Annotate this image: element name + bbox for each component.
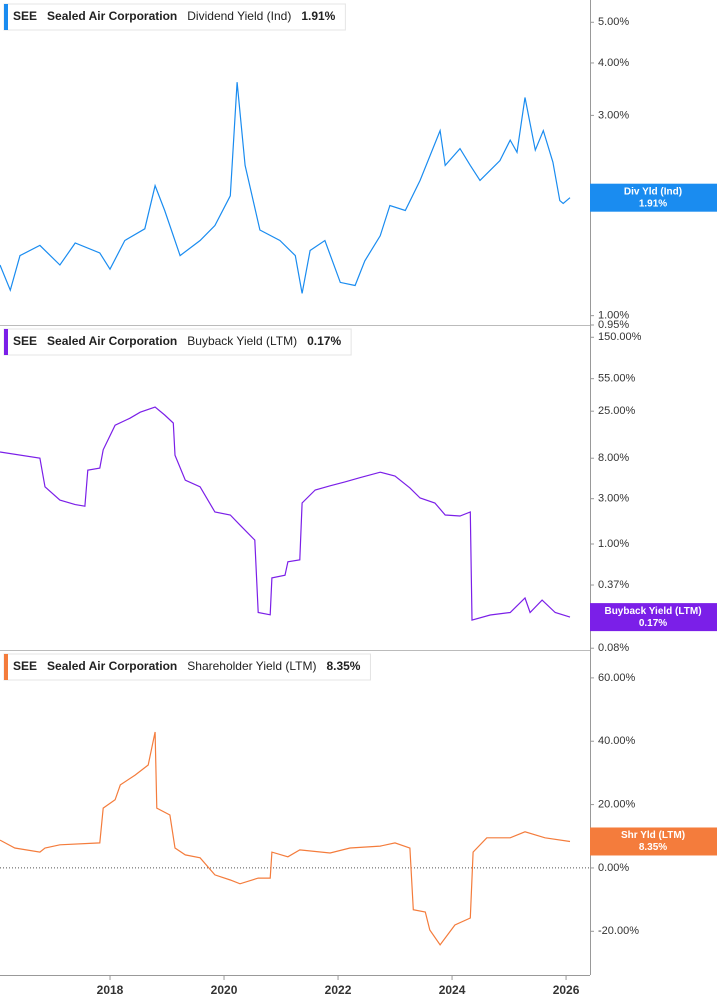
x-tick-label: 2022 [325,983,352,997]
badge-title: Buyback Yield (LTM) [604,606,701,617]
badge-value: 1.91% [639,198,667,209]
y-tick-label: 25.00% [598,405,636,417]
y-tick-label: 1.00% [598,538,629,550]
y-tick-label: 60.00% [598,672,636,684]
series-line [0,731,571,946]
legend-entry: Shareholder Yield (LTM) [187,659,316,673]
legend-swatch [4,329,8,355]
legend-text: Sealed Air Corporation [47,334,177,348]
badge-title: Shr Yld (LTM) [621,830,685,841]
y-tick-label: 8.00% [598,452,629,464]
legend-text: SEE [13,659,37,673]
series-line [0,406,571,621]
legend-box [3,328,352,356]
y-tick-label: 0.08% [598,642,629,654]
y-tick-label: 3.00% [598,493,629,505]
y-tick-label: 40.00% [598,735,636,747]
y-tick-label: 0.37% [598,579,629,591]
y-tick-label: 150.00% [598,331,642,343]
y-tick-label: 20.00% [598,798,636,810]
y-tick-label: 1.00% [598,310,629,322]
value-badge [590,827,717,856]
legend-swatch [4,4,8,30]
legend-box [3,3,346,31]
legend-swatch [4,654,8,680]
legend-box [3,653,371,681]
legend-text: Sealed Air Corporation [47,9,177,23]
x-tick-label: 2026 [553,983,580,997]
x-tick-label: 2024 [439,983,466,997]
y-tick-label: 4.00% [598,57,629,69]
badge-title: Div Yld (Ind) [624,186,682,197]
legend-text: SEE [13,9,37,23]
x-tick-label: 2020 [211,983,238,997]
badge-value: 8.35% [639,842,667,853]
badge-value: 0.17% [639,618,667,629]
y-tick-label: 3.00% [598,109,629,121]
legend-entry: Buyback Yield (LTM) [187,334,297,348]
legend-text: 0.17% [307,334,341,348]
legend-text: 1.91% [301,9,335,23]
y-tick-label: 0.00% [598,862,629,874]
y-tick-label: 0.95% [598,319,629,331]
legend-text: Sealed Air Corporation [47,659,177,673]
legend-text: SEE [13,334,37,348]
legend-text: 8.35% [326,659,360,673]
y-tick-label: 5.00% [598,16,629,28]
y-tick-label: -20.00% [598,925,639,937]
x-tick-label: 2018 [97,983,124,997]
value-badge [590,183,717,212]
series-line [0,82,571,294]
legend-entry: Dividend Yield (Ind) [187,9,291,23]
value-badge [590,603,717,632]
y-tick-label: 55.00% [598,373,636,385]
